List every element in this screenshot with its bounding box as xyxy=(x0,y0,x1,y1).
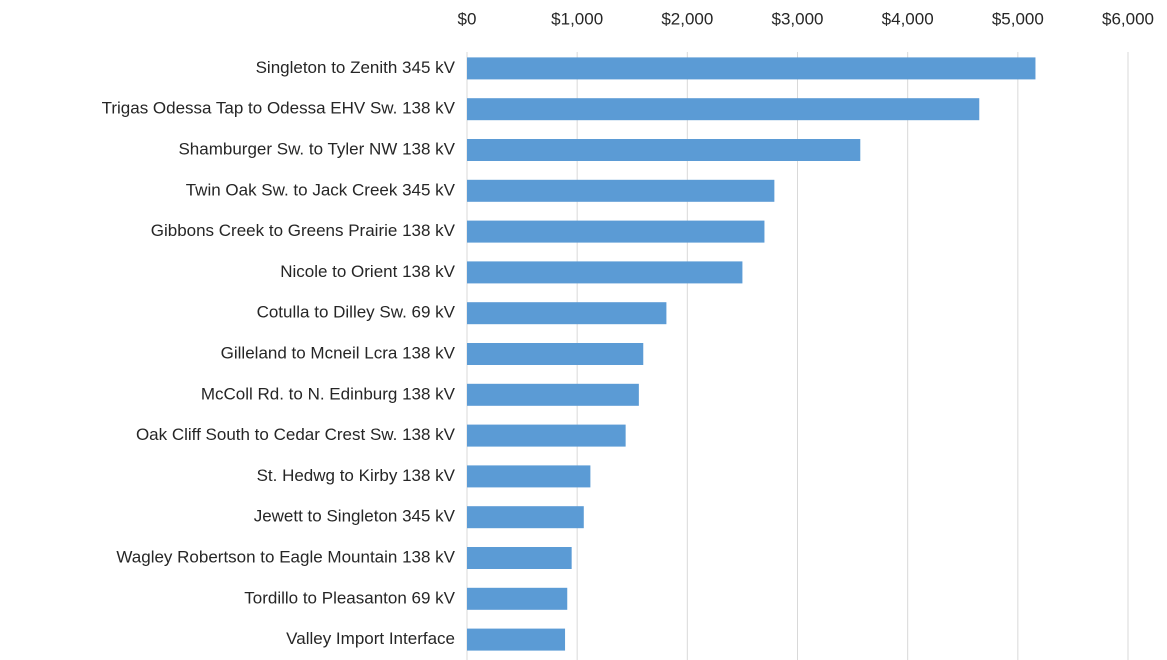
x-tick-label: $0 xyxy=(458,9,477,28)
bar xyxy=(467,506,584,529)
bar xyxy=(467,139,861,161)
y-tick-label: Cotulla to Dilley Sw. 69 kV xyxy=(257,303,456,322)
y-tick-label: Gibbons Creek to Greens Prairie 138 kV xyxy=(151,221,456,240)
y-tick-label: Oak Cliff South to Cedar Crest Sw. 138 k… xyxy=(136,425,456,444)
y-tick-label: Jewett to Singleton 345 kV xyxy=(254,507,456,526)
bar xyxy=(467,302,667,325)
bar xyxy=(467,179,775,202)
y-tick-label: Valley Import Interface xyxy=(286,629,455,648)
x-tick-label: $1,000 xyxy=(551,9,603,28)
bar xyxy=(467,383,639,406)
x-tick-label: $5,000 xyxy=(992,9,1044,28)
y-tick-label: Tordillo to Pleasanton 69 kV xyxy=(244,588,455,607)
y-tick-label: Shamburger Sw. to Tyler NW 138 kV xyxy=(178,139,455,158)
bar xyxy=(467,424,626,447)
y-tick-label: St. Hedwg to Kirby 138 kV xyxy=(257,466,456,485)
y-tick-label: Gilleland to Mcneil Lcra 138 kV xyxy=(221,343,456,362)
y-tick-label: Twin Oak Sw. to Jack Creek 345 kV xyxy=(186,180,456,199)
x-tick-label: $6,000 xyxy=(1102,9,1154,28)
bar xyxy=(467,261,743,284)
bar xyxy=(467,628,566,651)
bar xyxy=(467,547,572,569)
y-tick-label: McColl Rd. to N. Edinburg 138 kV xyxy=(201,384,456,403)
bar xyxy=(467,57,1036,80)
y-tick-label: Wagley Robertson to Eagle Mountain 138 k… xyxy=(116,547,455,566)
x-tick-label: $3,000 xyxy=(772,9,824,28)
bar xyxy=(467,98,980,121)
bar xyxy=(467,343,644,365)
bar xyxy=(467,587,568,610)
y-tick-label: Nicole to Orient 138 kV xyxy=(280,262,455,281)
x-tick-label: $2,000 xyxy=(661,9,713,28)
bar xyxy=(467,465,591,488)
bar xyxy=(467,220,765,243)
x-tick-label: $4,000 xyxy=(882,9,934,28)
y-tick-label: Trigas Odessa Tap to Odessa EHV Sw. 138 … xyxy=(102,99,456,118)
y-tick-label: Singleton to Zenith 345 kV xyxy=(256,58,456,77)
